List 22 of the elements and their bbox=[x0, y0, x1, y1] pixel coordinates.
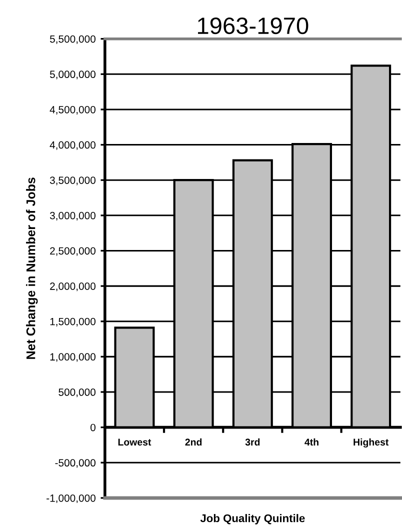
y-tick-label: 1,000,000 bbox=[50, 353, 96, 362]
y-tick-label: 5,000,000 bbox=[50, 70, 96, 80]
x-tick-label: 2nd bbox=[185, 438, 202, 446]
y-tick-label: 5,500,000 bbox=[50, 35, 96, 44]
x-axis-title: Job Quality Quintile bbox=[200, 514, 305, 524]
y-tick-label: 3,000,000 bbox=[50, 212, 96, 221]
x-tick-label: 4th bbox=[304, 438, 318, 446]
y-tick-label: 0 bbox=[90, 424, 96, 432]
y-tick-label: 3,500,000 bbox=[50, 176, 96, 186]
y-tick-label: -500,000 bbox=[55, 459, 96, 468]
y-tick-label: 1,500,000 bbox=[50, 318, 96, 326]
x-tick-label: Highest bbox=[354, 438, 389, 448]
y-tick-label: 500,000 bbox=[58, 388, 96, 398]
y-axis-title: Net Change in Number of Jobs bbox=[26, 178, 38, 359]
y-tick-label: 2,000,000 bbox=[50, 282, 96, 292]
y-tick-label: 4,000,000 bbox=[50, 141, 96, 150]
y-tick-label: -1,000,000 bbox=[46, 494, 96, 504]
x-tick-label: 3rd bbox=[245, 438, 260, 446]
chart-title: 1963-1970 bbox=[198, 17, 308, 34]
y-tick-label: 4,500,000 bbox=[50, 106, 96, 115]
y-tick-label: 2,500,000 bbox=[50, 247, 96, 256]
x-tick-label: Lowest bbox=[118, 438, 152, 446]
